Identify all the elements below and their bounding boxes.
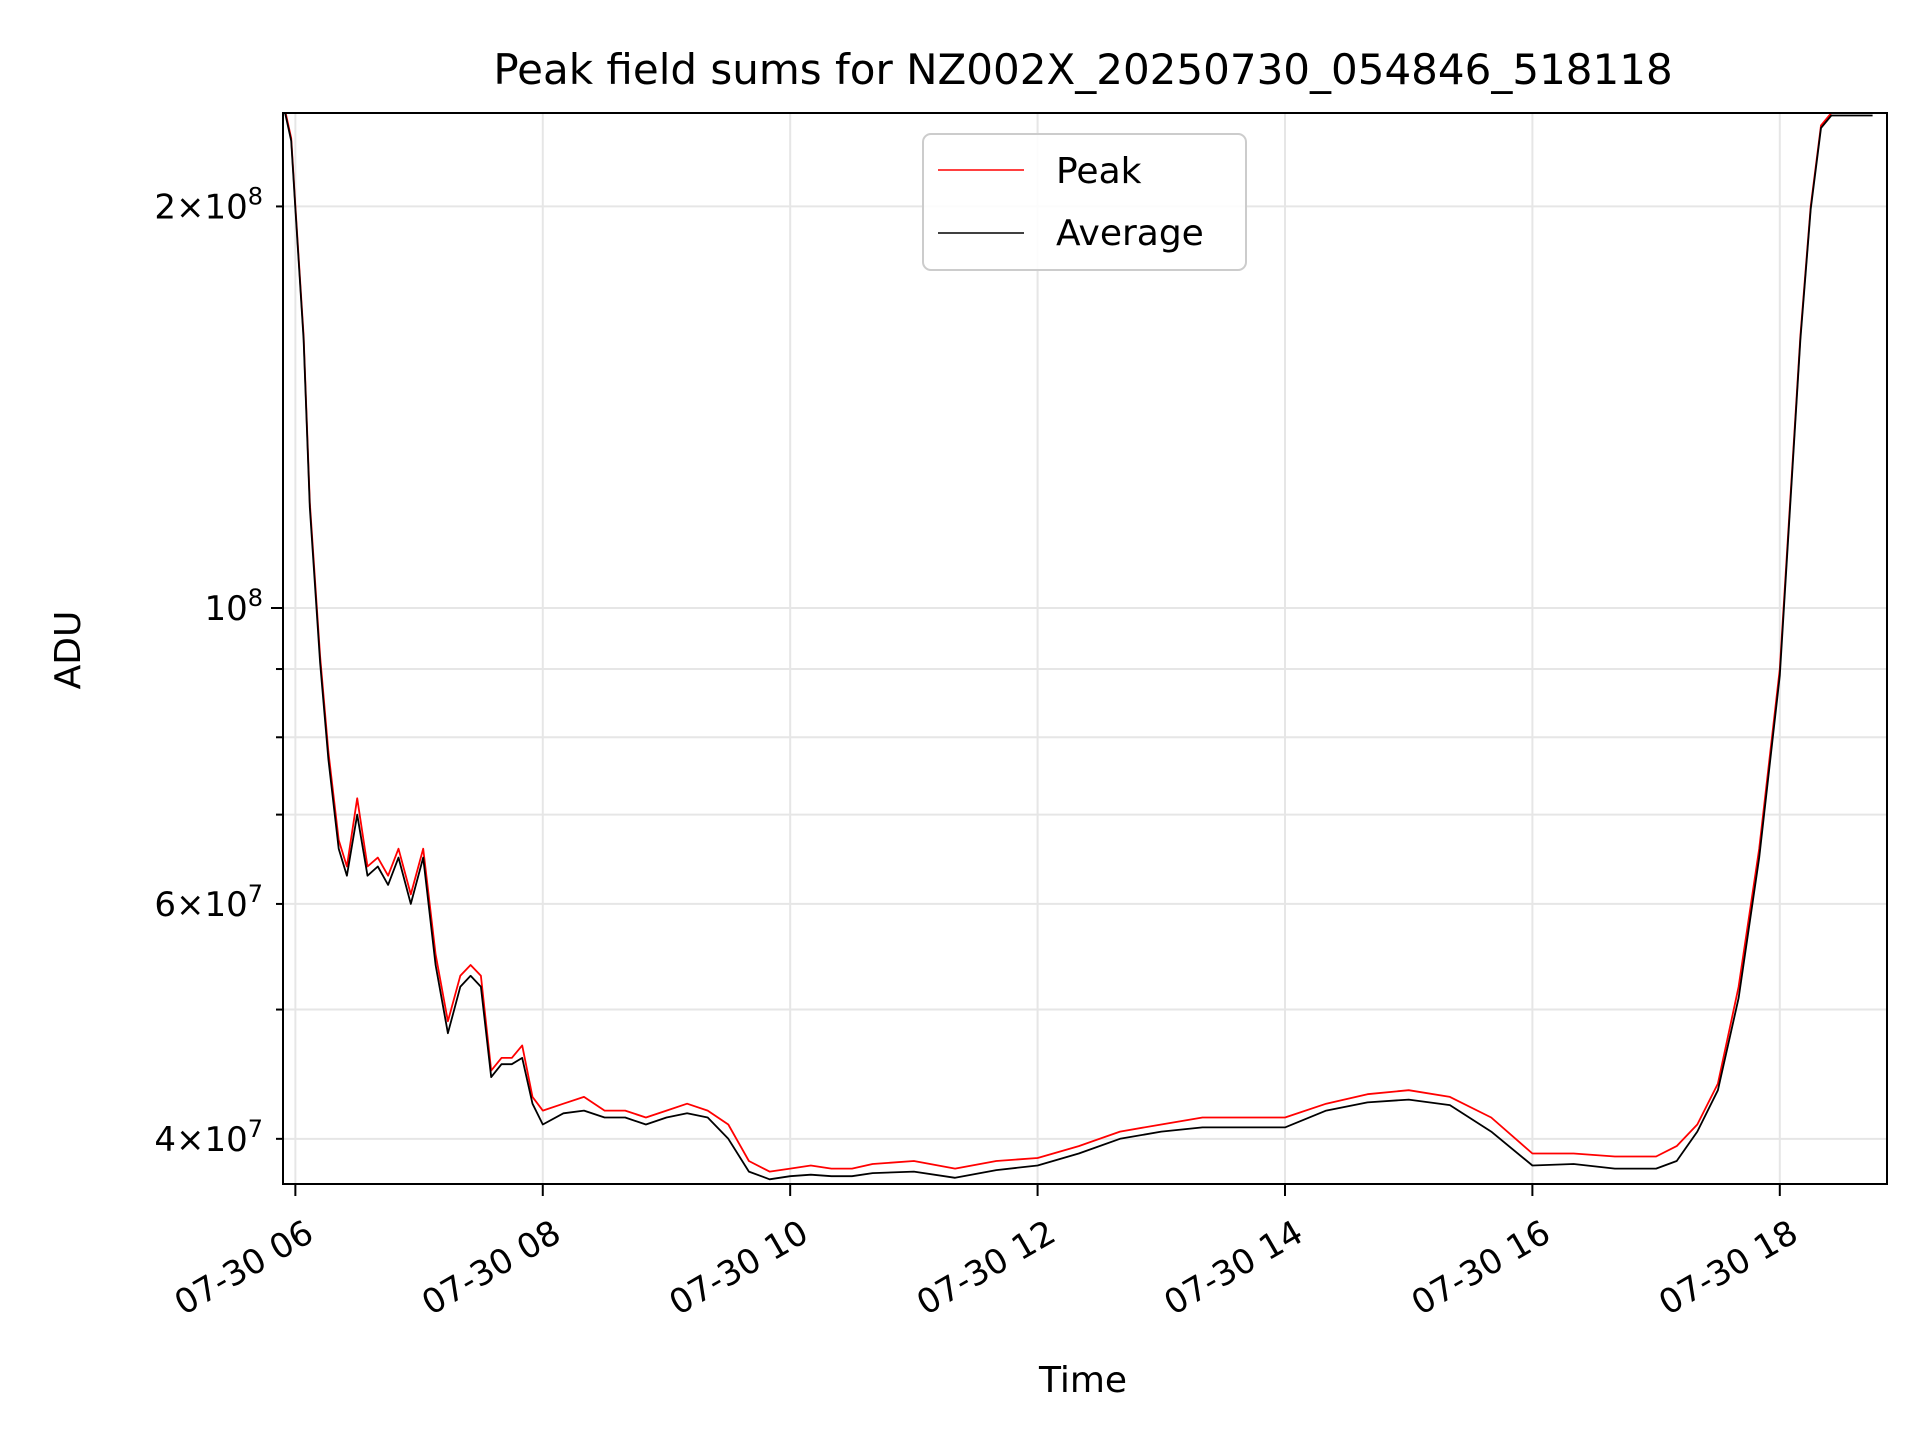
legend: Peak Average [922, 133, 1247, 271]
legend-peak-label: Peak [1056, 151, 1142, 192]
series-line-average [284, 113, 1873, 1181]
x-axis-label: Time [1038, 1360, 1127, 1401]
legend-box [922, 133, 1247, 271]
y-axis-label: ADU [48, 611, 89, 690]
series-line-peak [284, 113, 1873, 1173]
y-tick-label: 6×107 [154, 880, 263, 925]
plot-frame [282, 112, 1888, 1185]
legend-average-label: Average [1056, 213, 1204, 254]
y-tick-label: 108 [204, 584, 263, 629]
y-tick-label: 2×108 [154, 182, 263, 227]
chart-title: Peak field sums for NZ002X_20250730_0548… [493, 45, 1672, 94]
series-lines [284, 113, 1873, 1181]
y-tick-label: 4×107 [154, 1115, 263, 1160]
